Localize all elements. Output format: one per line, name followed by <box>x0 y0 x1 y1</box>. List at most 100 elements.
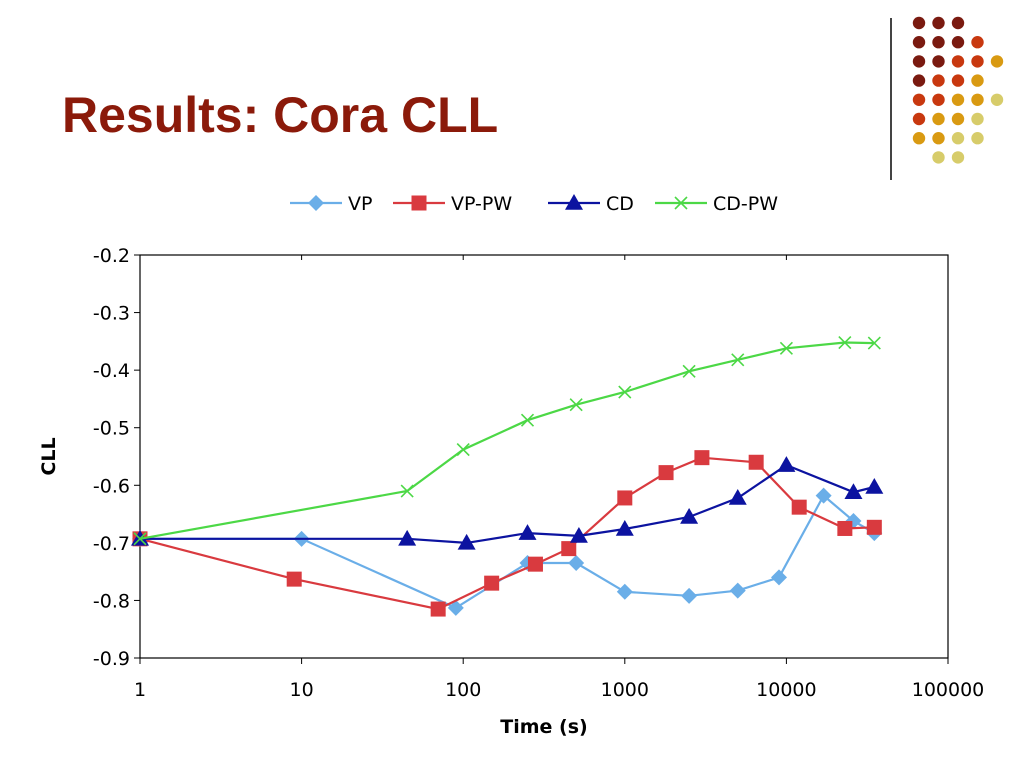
data-point-vp-pw <box>484 575 500 591</box>
series-line-vp <box>140 493 875 610</box>
series-line-cd <box>140 463 875 545</box>
x-tick-label: 1000 <box>601 679 649 701</box>
x-tick-label: 1 <box>134 679 146 701</box>
decor-dot <box>932 151 945 164</box>
x-tick-label: 10000 <box>756 679 816 701</box>
data-point-vp-pw <box>286 571 302 587</box>
data-point-cd-pw <box>867 336 881 350</box>
data-point-cd-pw <box>731 353 745 367</box>
y-tick-label: -0.6 <box>93 475 130 497</box>
data-point-vp-pw <box>658 465 674 481</box>
data-point-vp-pw <box>866 519 882 535</box>
decor-dot <box>971 55 984 68</box>
decor-dot <box>990 55 1004 68</box>
decor-dot <box>951 74 965 87</box>
decor-dot <box>951 151 965 164</box>
data-point-vp <box>771 569 788 586</box>
decor-dot <box>912 36 926 49</box>
data-point-vp <box>815 487 832 504</box>
chart-legend: VP VP-PW CD CD-PW <box>290 193 778 215</box>
title-divider-line <box>890 18 892 180</box>
decor-dot <box>951 55 965 68</box>
data-point-cd-pw <box>520 413 535 427</box>
decor-dot <box>932 93 945 107</box>
legend-label-vp: VP <box>348 193 372 215</box>
decor-dot <box>912 55 926 68</box>
data-point-cd-pw <box>569 398 583 412</box>
decor-dot <box>951 16 965 30</box>
legend-item-vp: VP <box>290 193 372 215</box>
legend-item-cd: CD <box>548 193 634 215</box>
x-axis-title: Time (s) <box>500 716 587 738</box>
legend-label-cd: CD <box>606 193 634 215</box>
decor-dot <box>951 93 965 107</box>
data-point-vp <box>447 599 464 616</box>
data-point-vp-pw <box>561 541 577 557</box>
x-tick-label: 100000 <box>912 679 985 701</box>
decor-dot <box>932 112 945 126</box>
data-point-vp-pw <box>527 556 543 572</box>
decorative-dot-grid <box>912 16 1004 164</box>
data-point-cd <box>569 526 588 543</box>
data-point-cd <box>728 488 747 505</box>
y-tick-label: -0.5 <box>93 418 130 440</box>
y-tick-label: -0.8 <box>93 590 130 612</box>
data-point-vp-pw <box>617 490 633 506</box>
series-line-cd-pw <box>139 341 875 540</box>
slide-title: Results: Cora CLL <box>62 87 499 143</box>
legend-marker-cd <box>565 194 583 210</box>
legend-marker-cd-pw <box>674 196 688 210</box>
decor-dot <box>912 132 926 145</box>
decor-dot <box>951 132 965 145</box>
y-tick-label: -0.3 <box>93 303 130 325</box>
data-point-cd-pw <box>456 443 470 457</box>
data-point-vp-pw <box>694 450 710 466</box>
data-point-vp <box>616 583 633 600</box>
legend-marker-vp <box>308 195 324 211</box>
data-point-cd <box>844 483 863 499</box>
data-point-cd <box>680 507 699 524</box>
data-point-cd <box>777 456 796 472</box>
x-tick-label: 100 <box>445 679 481 701</box>
data-point-cd <box>457 533 476 550</box>
data-point-vp <box>729 582 746 599</box>
legend-label-cd-pw: CD-PW <box>713 193 778 215</box>
decor-dot <box>912 74 926 87</box>
legend-item-cd-pw: CD-PW <box>655 193 778 215</box>
data-point-cd <box>398 529 417 546</box>
data-point-cd-pw <box>838 335 852 350</box>
y-tick-label: -0.9 <box>93 648 130 670</box>
decor-dot <box>932 36 945 49</box>
decor-dot <box>990 93 1004 107</box>
series-cd-pw <box>133 335 881 546</box>
data-point-cd-pw <box>618 385 632 399</box>
decor-dot <box>932 132 945 145</box>
data-point-cd <box>518 524 537 540</box>
decor-dot <box>971 112 984 126</box>
x-tick-label: 10 <box>290 679 314 701</box>
data-point-vp-pw <box>430 601 446 617</box>
legend-item-vp-pw: VP-PW <box>393 193 512 215</box>
decor-dot <box>971 93 984 107</box>
decor-dot <box>932 55 945 68</box>
data-point-vp <box>568 555 585 572</box>
data-point-cd <box>865 478 884 494</box>
decor-dot <box>951 36 965 49</box>
data-point-cd <box>615 520 634 536</box>
legend-label-vp-pw: VP-PW <box>451 193 512 215</box>
decor-dot <box>971 74 984 87</box>
data-point-vp-pw <box>791 499 807 515</box>
decor-dot <box>912 93 926 107</box>
y-tick-label: -0.4 <box>93 360 130 382</box>
decor-dot <box>932 74 945 87</box>
decor-dot <box>912 112 926 126</box>
y-tick-label: -0.7 <box>93 533 130 555</box>
decor-dot <box>932 16 945 30</box>
decor-dot <box>971 36 984 49</box>
data-point-cd-pw <box>779 341 793 355</box>
y-axis-title: CLL <box>38 437 60 475</box>
axis-ticks: -0.2 -0.3 -0.4 -0.5 -0.6 -0.7 -0.8 -0.91 10 100 10… <box>93 245 984 701</box>
decor-dot <box>912 16 926 30</box>
y-tick-label: -0.2 <box>93 245 130 267</box>
